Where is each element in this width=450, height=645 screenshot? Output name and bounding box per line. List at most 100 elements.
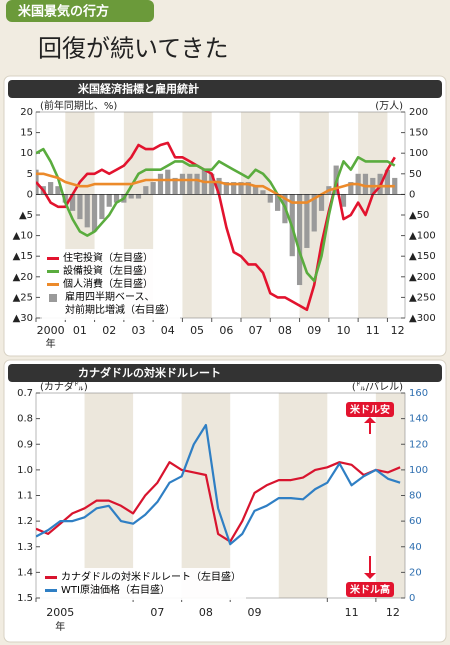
legend-swatch bbox=[49, 294, 57, 302]
bar bbox=[48, 182, 54, 195]
y2-tick-label: 150 bbox=[409, 128, 428, 139]
bar bbox=[113, 194, 120, 203]
bar bbox=[267, 194, 273, 203]
bar bbox=[253, 186, 259, 195]
x-tick-label: 03 bbox=[132, 324, 146, 337]
y-tick-label: 20 bbox=[20, 107, 33, 118]
x-tick-label: 08 bbox=[278, 324, 292, 337]
bar bbox=[260, 190, 266, 195]
bar bbox=[275, 194, 281, 211]
bar bbox=[106, 194, 112, 207]
annotation: 米ドル安 bbox=[350, 403, 390, 416]
x-tick-label: 08 bbox=[199, 606, 213, 619]
legend-label: 個人消費（左目盛） bbox=[63, 279, 153, 290]
legend: 住宅投資（左目盛） 設備投資（左目盛） 個人消費（左目盛） 雇用四半期ベース、 対前期… bbox=[42, 249, 180, 320]
x-tick-label: 07 bbox=[150, 606, 164, 619]
bar bbox=[172, 177, 178, 195]
bar bbox=[135, 194, 142, 199]
bar bbox=[209, 173, 215, 195]
y2-tick-label: 50 bbox=[409, 169, 422, 180]
y-tick-label: 1.2 bbox=[17, 516, 33, 527]
x-tick-label: 02 bbox=[102, 324, 116, 337]
y-tick-label: ▲15 bbox=[13, 251, 33, 262]
year-band bbox=[241, 112, 271, 318]
panel-header bbox=[8, 80, 442, 98]
y2-axis-label: (万人) bbox=[375, 100, 403, 112]
y2-tick-label: 100 bbox=[409, 465, 428, 476]
series-group bbox=[36, 423, 401, 546]
y2-tick-label: ▲50 bbox=[409, 210, 429, 221]
y2-tick-label: 0 bbox=[409, 189, 415, 200]
annotation-bg bbox=[346, 402, 394, 417]
bar bbox=[165, 169, 171, 195]
tag-bg bbox=[6, 0, 154, 22]
y2-tick-label: 200 bbox=[409, 107, 428, 118]
bar bbox=[187, 173, 193, 195]
y-tick-label: ▲20 bbox=[13, 272, 33, 283]
legend-item: 住宅投資（左目盛） bbox=[47, 252, 175, 265]
panel-header bbox=[8, 364, 442, 382]
tag: 米国景気の行方 bbox=[18, 4, 109, 20]
bar bbox=[179, 173, 186, 195]
year-band bbox=[375, 393, 405, 598]
legend-swatch bbox=[45, 576, 57, 579]
bar bbox=[216, 177, 222, 195]
bar bbox=[238, 182, 244, 195]
bar bbox=[150, 182, 156, 195]
bar bbox=[223, 182, 229, 195]
y-tick-label: ▲10 bbox=[13, 231, 33, 242]
line bbox=[36, 423, 401, 546]
bar bbox=[304, 194, 310, 248]
y-tick-label: ▲25 bbox=[13, 292, 33, 303]
y2-tick-label: ▲150 bbox=[409, 251, 436, 262]
bar bbox=[194, 173, 200, 195]
y-tick-label: 1.1 bbox=[17, 491, 33, 502]
y-axis-label: (カナダ㌦) bbox=[40, 380, 88, 393]
legend-swatch bbox=[47, 257, 59, 260]
y-tick-label: ▲30 bbox=[13, 313, 33, 324]
x-tick-label: 04 bbox=[161, 324, 175, 337]
y-tick-label: 0.7 bbox=[17, 388, 33, 399]
y2-tick-label: 160 bbox=[409, 388, 428, 399]
x-tick-label: 2005 bbox=[46, 606, 74, 619]
line bbox=[36, 461, 401, 543]
bar bbox=[70, 194, 76, 211]
x-tick-label: 2000 bbox=[37, 324, 65, 337]
y-tick-label: 0.8 bbox=[17, 414, 33, 425]
bar bbox=[231, 182, 237, 195]
y-tick-label: ▲5 bbox=[19, 210, 33, 221]
x-tick-label: 09 bbox=[307, 324, 321, 337]
annotation-head bbox=[364, 417, 376, 423]
y2-tick-label: 100 bbox=[409, 148, 428, 159]
bar bbox=[55, 186, 61, 195]
x-tick-label: 07 bbox=[249, 324, 263, 337]
year-band bbox=[182, 112, 212, 318]
year-band bbox=[358, 112, 388, 318]
bar bbox=[245, 182, 251, 195]
x-tick-label: 01 bbox=[73, 324, 87, 337]
y-tick-label: 1.3 bbox=[17, 542, 33, 553]
annotation-head bbox=[364, 573, 376, 579]
series-group bbox=[36, 141, 398, 312]
legend-swatch bbox=[47, 270, 59, 273]
legend-label: WTI原油価格（右目盛） bbox=[61, 585, 170, 596]
line bbox=[36, 172, 395, 204]
legend-swatch bbox=[47, 283, 59, 286]
bar bbox=[362, 173, 369, 195]
y2-tick-label: ▲250 bbox=[409, 292, 436, 303]
bar bbox=[84, 194, 90, 228]
annotation-bg bbox=[346, 582, 394, 597]
legend-swatch bbox=[45, 589, 57, 592]
legend-item: カナダドルの対米ドルレート（左目盛） bbox=[45, 571, 241, 584]
legend: カナダドルの対米ドルレート（左目盛） WTI原油価格（右目盛） bbox=[40, 568, 246, 600]
bar bbox=[157, 173, 164, 195]
y-tick-label: 10 bbox=[20, 148, 33, 159]
y2-axis-label: (㌦/バレル) bbox=[352, 381, 403, 393]
y-tick-label: 0 bbox=[27, 189, 33, 200]
bar bbox=[296, 194, 303, 286]
legend-item: WTI原油価格（右目盛） bbox=[45, 584, 241, 597]
y2-tick-label: 20 bbox=[409, 567, 422, 578]
legend-label: カナダドルの対米ドルレート（左目盛） bbox=[61, 572, 241, 583]
legend-label: 雇用四半期ベース、 対前期比増減（右目盛） bbox=[65, 292, 175, 316]
